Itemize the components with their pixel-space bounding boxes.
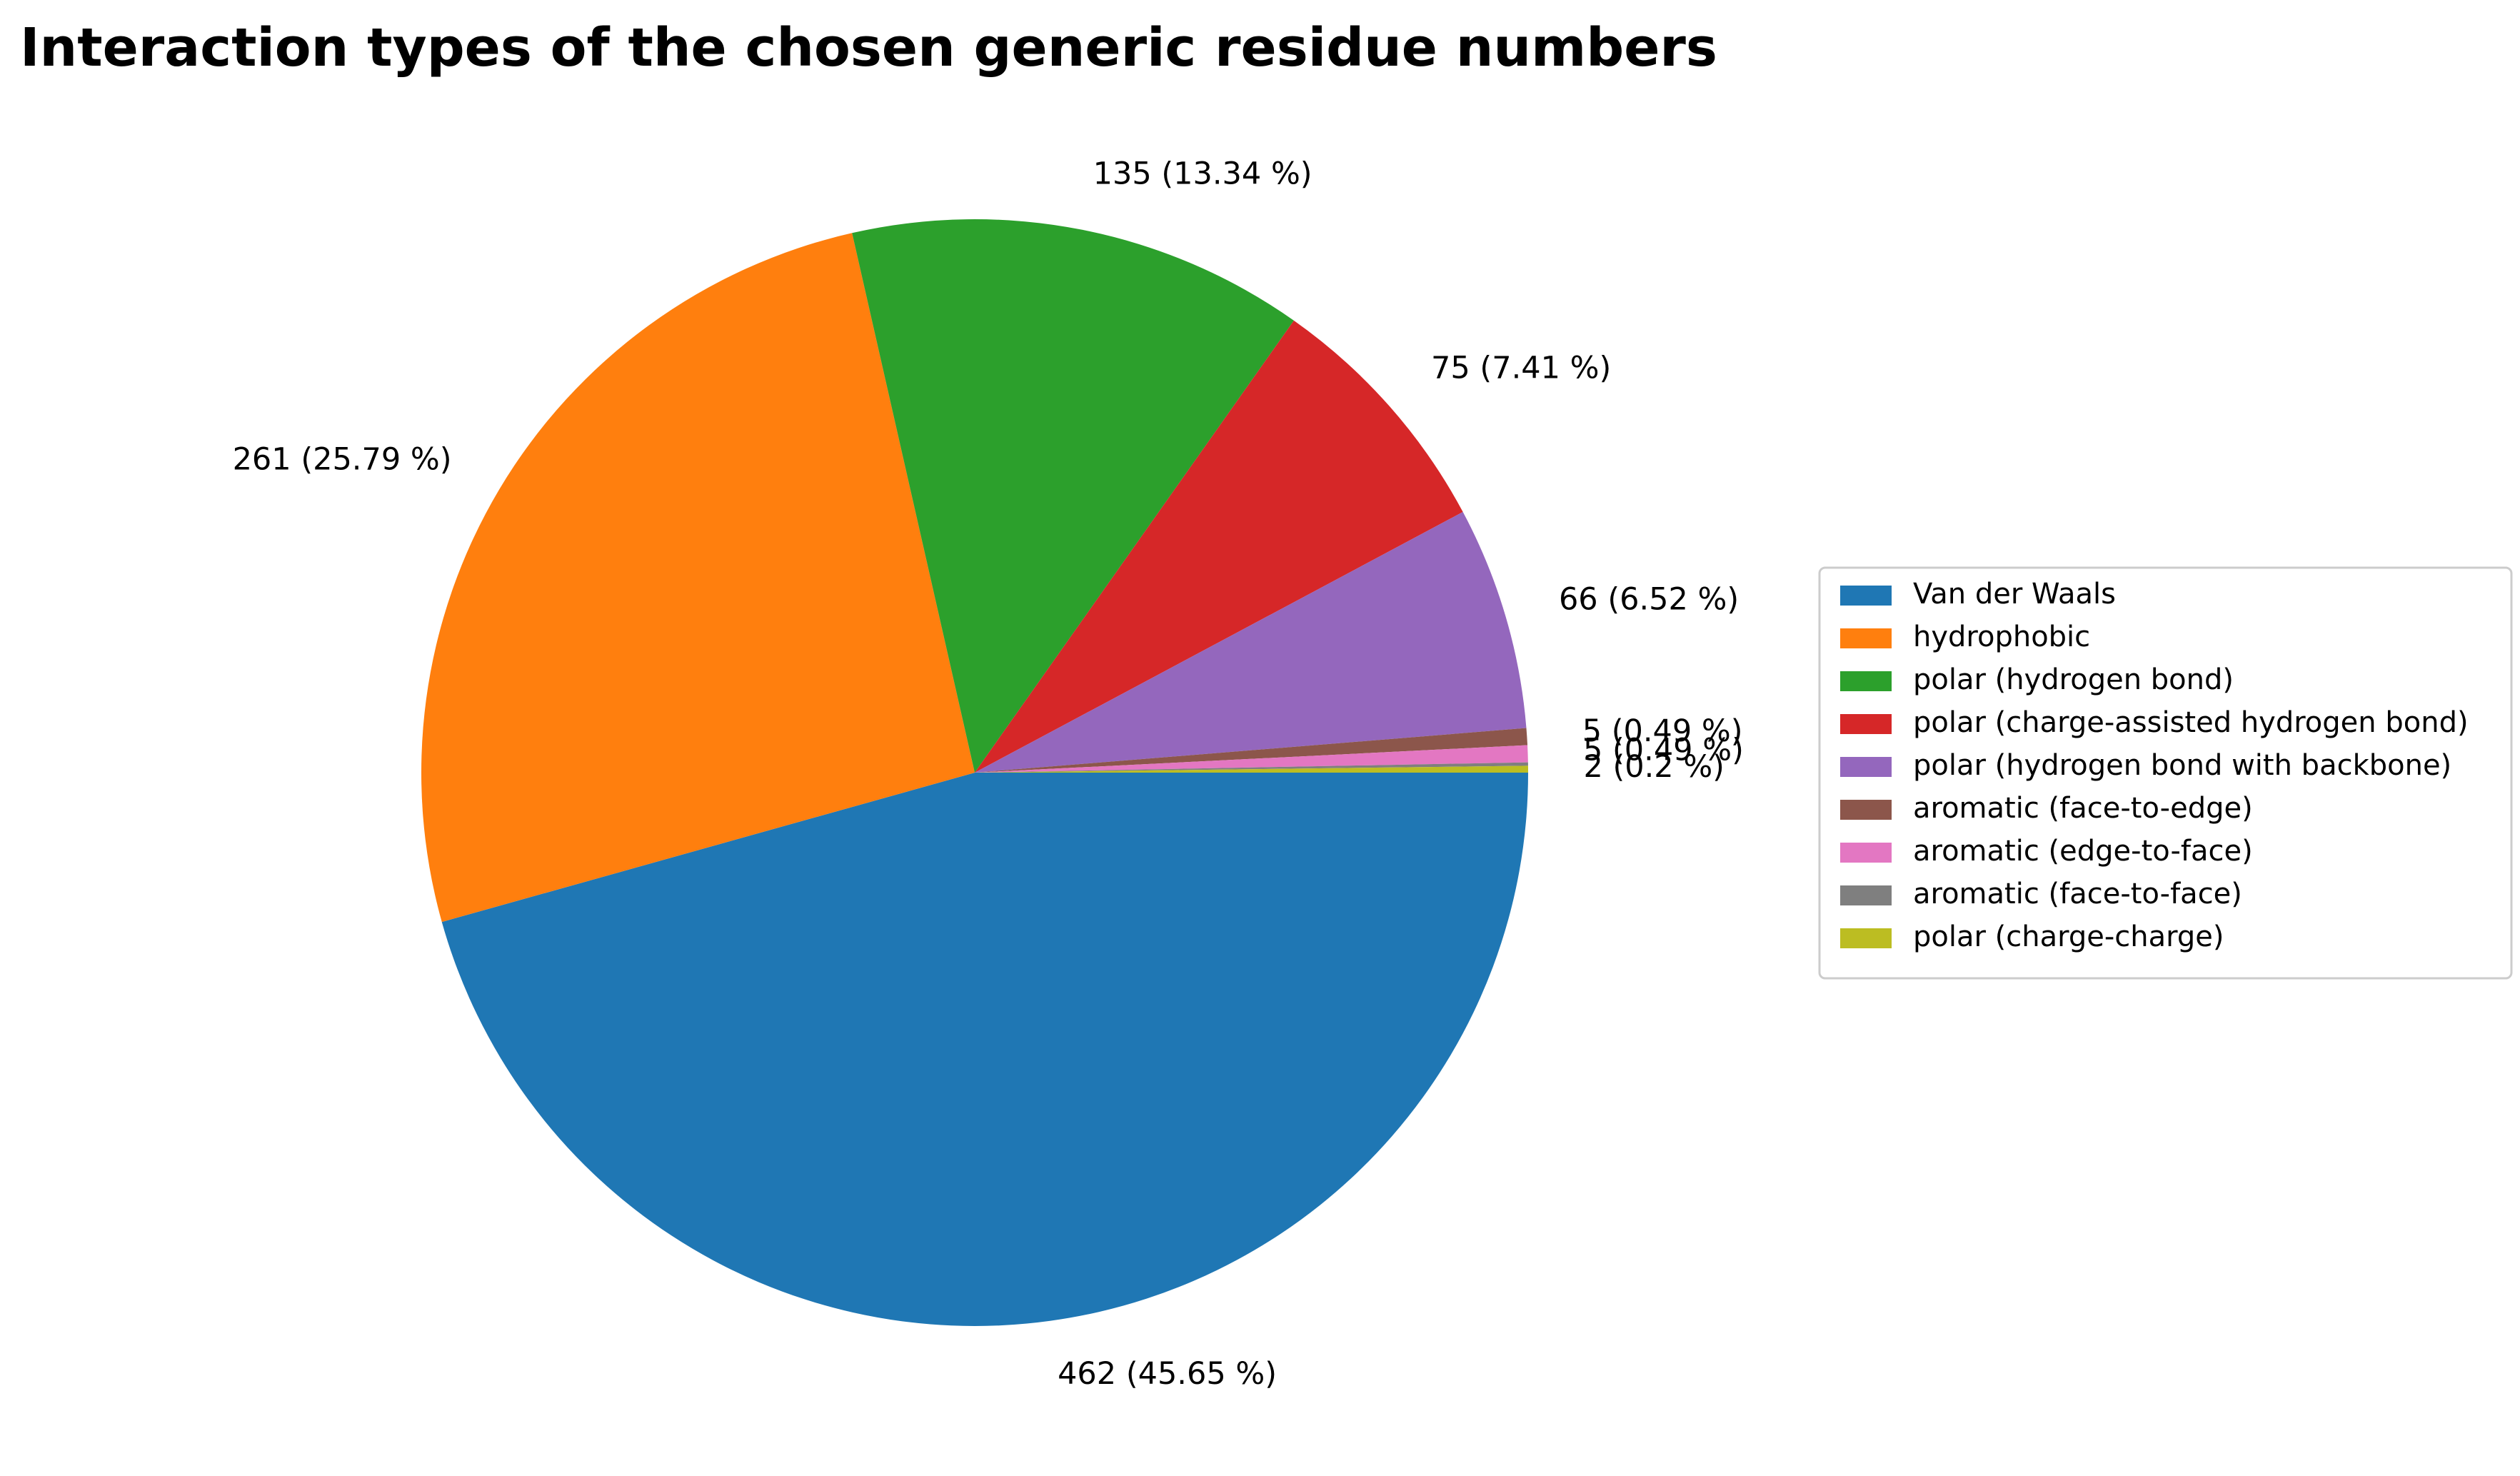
legend-label: polar (hydrogen bond with backbone) (1913, 749, 2451, 782)
pie-slice-aromatic-face-to-edge (975, 728, 1528, 773)
legend-item-polar-hydrogen-bond: polar (hydrogen bond) (1840, 663, 2234, 696)
legend-swatch (1840, 928, 1892, 948)
pie-slice-polar-hydrogen-bond (852, 219, 1294, 773)
slice-label-polar-hydrogen-bond: 135 (13.34 %) (1093, 156, 1312, 191)
pie-slice-aromatic-face-to-face (975, 762, 1528, 773)
legend-swatch (1840, 800, 1892, 820)
pie-slices (421, 219, 1529, 1327)
slice-label-polar-hydrogen-bond-with-backbone: 66 (6.52 %) (1559, 581, 1739, 617)
pie-slice-hydrophobic (421, 233, 975, 923)
slice-label-aromatic-edge-to-face: 5 (0.49 %) (1583, 732, 1744, 768)
legend-swatch (1840, 628, 1892, 648)
slice-labels: 462 (45.65 %) 261 (25.79 %) 135 (13.34 %) 7… (233, 156, 1744, 1392)
legend-label: aromatic (face-to-face) (1913, 878, 2242, 910)
slice-label-polar-charge-charge: 2 (0.2 %) (1583, 749, 1725, 785)
legend-frame (1818, 566, 2513, 980)
legend-label: aromatic (face-to-edge) (1913, 792, 2253, 825)
legend-item-polar-charge-charge: polar (charge-charge) (1840, 920, 2224, 953)
legend-item-polar-hydrogen-bond-with-backbone: polar (hydrogen bond with backbone) (1840, 749, 2451, 782)
legend-item-polar-charge-assisted-hydrogen-bond: polar (charge-assisted hydrogen bond) (1840, 706, 2469, 739)
slice-label-hydrophobic: 261 (25.79 %) (233, 441, 452, 477)
legend-item-hydrophobic: hydrophobic (1840, 621, 2090, 653)
legend-swatch (1840, 671, 1892, 691)
pie-slice-aromatic-edge-to-face (975, 745, 1528, 773)
slice-label-van-der-waals: 462 (45.65 %) (1058, 1356, 1277, 1392)
legend-item-van-der-waals: Van der Waals (1840, 578, 2116, 611)
legend-swatch (1840, 586, 1892, 606)
pie-slice-van-der-waals (441, 773, 1529, 1327)
legend-label: polar (charge-assisted hydrogen bond) (1913, 706, 2469, 739)
legend-item-aromatic-face-to-face: aromatic (face-to-face) (1840, 878, 2242, 910)
legend-label: aromatic (edge-to-face) (1913, 835, 2253, 868)
pie-slice-polar-charge-charge (975, 765, 1529, 773)
slice-label-aromatic-face-to-edge: 5 (0.49 %) (1582, 713, 1743, 749)
legend-swatch (1840, 885, 1892, 905)
chart-title: Interaction types of the chosen generic … (20, 17, 1717, 79)
legend-item-aromatic-edge-to-face: aromatic (edge-to-face) (1840, 835, 2253, 868)
legend-swatch (1840, 843, 1892, 863)
legend-swatch (1840, 714, 1892, 734)
legend: Van der Waals hydrophobic polar (hydrogen … (1818, 566, 2513, 980)
legend-swatch (1840, 757, 1892, 777)
legend-item-aromatic-face-to-edge: aromatic (face-to-edge) (1840, 792, 2253, 825)
pie-slice-polar-hydrogen-bond-with-backbone (975, 511, 1527, 773)
legend-label: hydrophobic (1913, 621, 2090, 653)
slice-label-polar-charge-assisted-hydrogen-bond: 75 (7.41 %) (1431, 350, 1611, 386)
legend-label: Van der Waals (1913, 578, 2116, 611)
pie-slice-polar-charge-assisted-hydrogen-bond (975, 320, 1463, 773)
legend-label: polar (charge-charge) (1913, 920, 2224, 953)
legend-label: polar (hydrogen bond) (1913, 663, 2234, 696)
